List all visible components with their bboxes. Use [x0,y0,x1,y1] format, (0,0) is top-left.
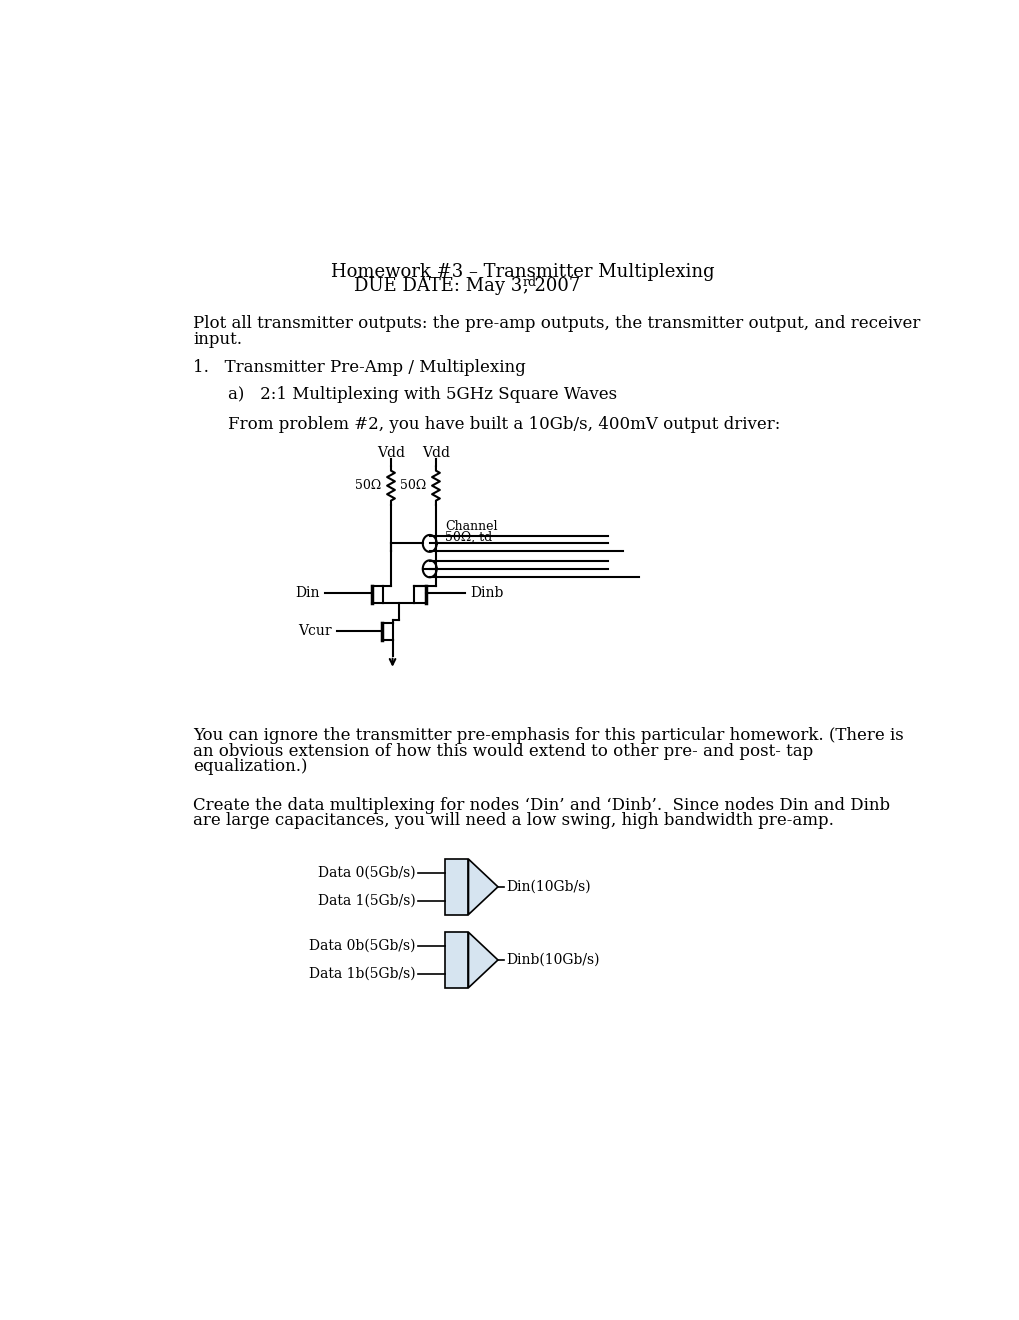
Text: Plot all transmitter outputs: the pre-amp outputs, the transmitter output, and r: Plot all transmitter outputs: the pre-am… [194,315,920,333]
Text: equalization.): equalization.) [194,758,308,775]
Polygon shape [445,932,468,987]
Text: are large capacitances, you will need a low swing, high bandwidth pre-amp.: are large capacitances, you will need a … [194,812,834,829]
Text: input.: input. [194,331,243,348]
Text: Vdd: Vdd [377,446,405,461]
Text: Create the data multiplexing for nodes ‘Din’ and ‘Dinb’.  Since nodes Din and Di: Create the data multiplexing for nodes ‘… [194,797,890,813]
Text: Vdd: Vdd [422,446,449,461]
Text: an obvious extension of how this would extend to other pre- and post- tap: an obvious extension of how this would e… [194,743,813,760]
Text: Din(10Gb/s): Din(10Gb/s) [506,880,591,894]
Text: 50Ω: 50Ω [355,479,381,492]
Text: Channel: Channel [445,520,497,533]
Text: Homework #3 – Transmitter Multiplexing: Homework #3 – Transmitter Multiplexing [330,264,714,281]
Text: Data 0(5Gb/s): Data 0(5Gb/s) [318,866,416,880]
Polygon shape [445,859,468,915]
Text: Vcur: Vcur [298,624,331,638]
Polygon shape [468,932,497,987]
Text: , 2007: , 2007 [522,277,580,294]
Text: rd: rd [522,276,536,289]
Text: From problem #2, you have built a 10Gb/s, 400mV output driver:: From problem #2, you have built a 10Gb/s… [228,416,780,433]
Text: Dinb(10Gb/s): Dinb(10Gb/s) [506,953,599,968]
Text: DUE DATE: May 3: DUE DATE: May 3 [355,277,522,294]
Text: 50Ω: 50Ω [400,479,426,492]
Text: Data 0b(5Gb/s): Data 0b(5Gb/s) [309,939,416,953]
Text: Data 1(5Gb/s): Data 1(5Gb/s) [318,894,416,908]
Text: 1.   Transmitter Pre-Amp / Multiplexing: 1. Transmitter Pre-Amp / Multiplexing [194,359,526,376]
Text: Din: Din [294,586,319,601]
Polygon shape [468,859,497,915]
Text: Data 1b(5Gb/s): Data 1b(5Gb/s) [309,966,416,981]
Text: 50Ω, td: 50Ω, td [445,531,492,544]
Text: You can ignore the transmitter pre-emphasis for this particular homework. (There: You can ignore the transmitter pre-empha… [194,727,903,744]
Text: Dinb: Dinb [470,586,503,601]
Text: a)   2:1 Multiplexing with 5GHz Square Waves: a) 2:1 Multiplexing with 5GHz Square Wav… [228,387,616,404]
